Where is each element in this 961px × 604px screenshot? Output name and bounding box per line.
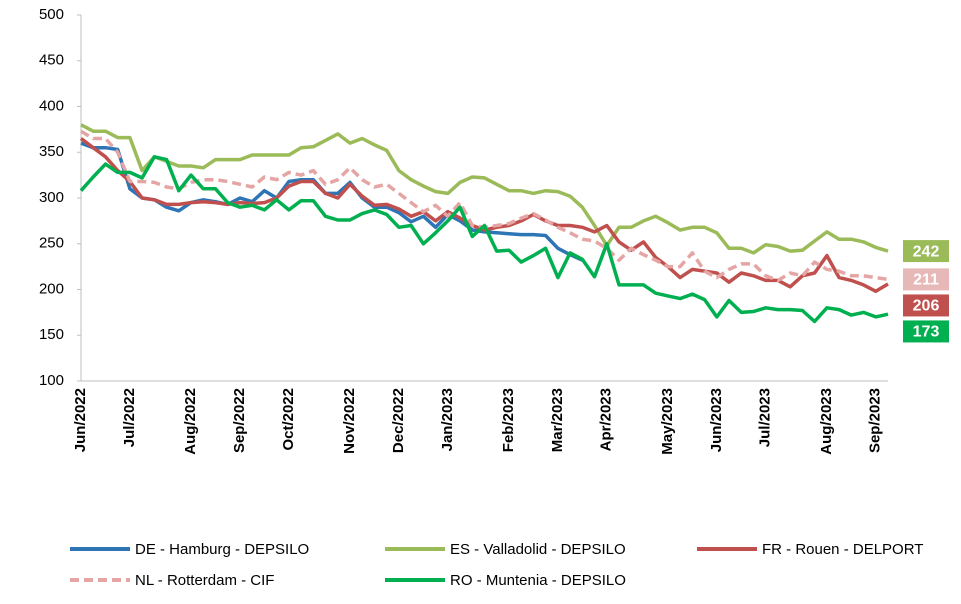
series-line bbox=[80, 123, 889, 255]
end-label-box bbox=[903, 268, 949, 291]
end-label-box bbox=[903, 320, 949, 343]
legend-label: RO - Muntenia - DEPSILO bbox=[450, 572, 626, 589]
series-line bbox=[80, 141, 584, 262]
end-label: 211 bbox=[903, 268, 949, 291]
end-label: 206 bbox=[903, 294, 949, 317]
legend-label: DE - Hamburg - DEPSILO bbox=[135, 541, 309, 558]
x-tick-label: Jul/2022 bbox=[121, 388, 138, 447]
x-tick-label: Feb/2023 bbox=[500, 388, 517, 452]
y-tick-label: 150 bbox=[39, 326, 64, 343]
series-line bbox=[79, 155, 889, 324]
end-label: 242 bbox=[903, 240, 949, 263]
series-line bbox=[80, 129, 889, 283]
y-tick-label: 100 bbox=[39, 372, 64, 389]
end-label-box bbox=[903, 240, 949, 263]
x-tick-label: Jul/2023 bbox=[757, 388, 774, 447]
x-tick-label: Jan/2023 bbox=[439, 388, 456, 451]
x-tick-label: Jun/2023 bbox=[708, 388, 725, 452]
y-tick-label: 200 bbox=[39, 280, 64, 297]
end-label-box bbox=[903, 294, 949, 317]
x-tick-label: Aug/2022 bbox=[182, 388, 199, 455]
end-label-text: 206 bbox=[913, 298, 940, 315]
y-tick-label: 350 bbox=[39, 143, 64, 160]
series-line bbox=[79, 137, 889, 294]
x-tick-label: Apr/2023 bbox=[598, 388, 615, 451]
y-tick-label: 300 bbox=[39, 189, 64, 206]
end-label-text: 173 bbox=[913, 324, 940, 341]
y-tick-label: 400 bbox=[39, 97, 64, 114]
x-tick-label: Oct/2022 bbox=[280, 388, 297, 451]
x-tick-label: May/2023 bbox=[659, 388, 676, 455]
x-tick-label: Dec/2022 bbox=[390, 388, 407, 453]
y-tick-label: 450 bbox=[39, 52, 64, 69]
end-label: 173 bbox=[903, 320, 949, 343]
x-tick-label: Aug/2023 bbox=[818, 388, 835, 455]
legend-label: FR - Rouen - DELPORT bbox=[762, 541, 923, 558]
end-label-text: 211 bbox=[913, 272, 939, 289]
end-label-text: 242 bbox=[913, 243, 940, 260]
x-tick-label: Nov/2022 bbox=[341, 388, 358, 454]
y-tick-label: 500 bbox=[39, 6, 64, 23]
legend-label: ES - Valladolid - DEPSILO bbox=[450, 541, 626, 558]
y-tick-label: 250 bbox=[39, 235, 64, 252]
x-tick-label: Sep/2022 bbox=[231, 388, 248, 453]
x-tick-label: Mar/2023 bbox=[549, 388, 566, 452]
x-tick-label: Sep/2023 bbox=[867, 388, 884, 453]
x-tick-label: Jun/2022 bbox=[72, 388, 89, 452]
legend-label: NL - Rotterdam - CIF bbox=[135, 572, 274, 589]
